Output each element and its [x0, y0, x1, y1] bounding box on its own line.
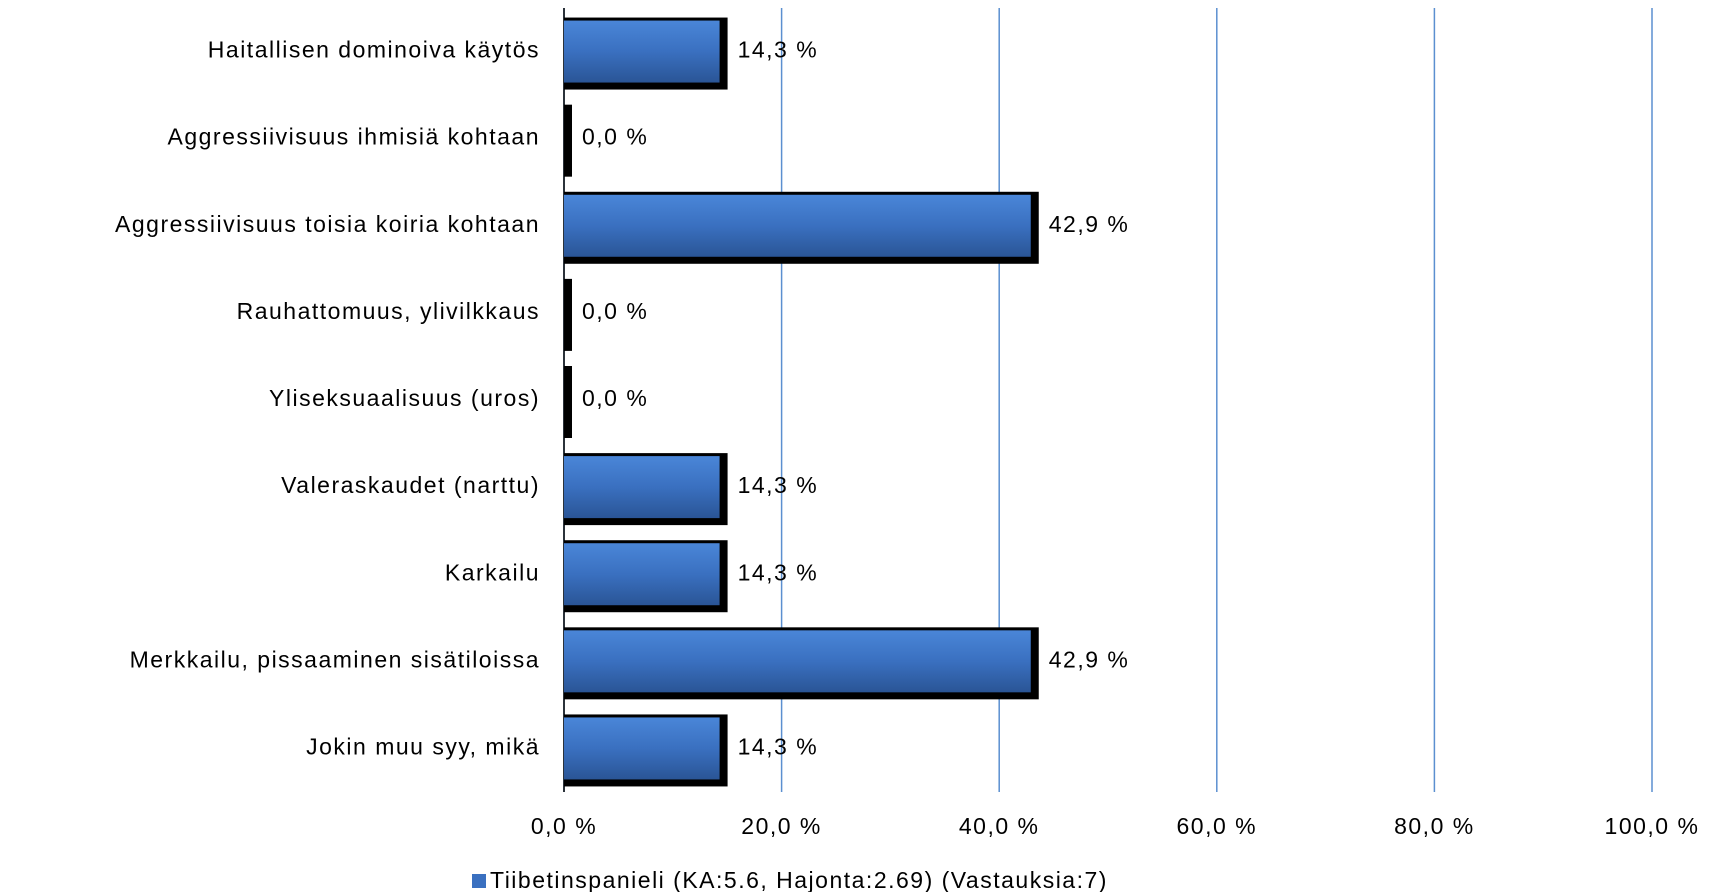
bar — [564, 630, 1031, 693]
bar — [564, 194, 1031, 257]
x-tick-label: 60,0 % — [1176, 813, 1257, 839]
value-label: 14,3 % — [738, 472, 819, 498]
bar-shadow — [564, 366, 572, 438]
x-tick-label: 100,0 % — [1605, 813, 1700, 839]
y-tick-label: Aggressiivisuus toisia koiria kohtaan — [115, 211, 540, 237]
bar — [564, 456, 720, 519]
legend-swatch — [472, 874, 486, 888]
bar — [564, 543, 720, 606]
x-tick-label: 20,0 % — [741, 813, 822, 839]
y-tick-label: Karkailu — [445, 559, 540, 585]
value-label: 42,9 % — [1049, 646, 1130, 672]
value-label: 0,0 % — [582, 385, 648, 411]
bar — [564, 717, 720, 780]
y-tick-label: Haitallisen dominoiva käytös — [208, 37, 540, 63]
bar — [564, 20, 720, 83]
value-label: 42,9 % — [1049, 211, 1130, 237]
value-label: 0,0 % — [582, 298, 648, 324]
x-tick-label: 40,0 % — [959, 813, 1040, 839]
y-tick-label: Jokin muu syy, mikä — [306, 734, 540, 760]
x-tick-label: 0,0 % — [531, 813, 597, 839]
y-tick-label: Yliseksuaalisuus (uros) — [269, 385, 540, 411]
bar-shadow — [564, 104, 572, 177]
y-tick-label: Valeraskaudet (narttu) — [281, 472, 540, 498]
y-tick-label: Rauhattomuus, ylivilkkaus — [237, 298, 540, 324]
value-label: 14,3 % — [738, 559, 819, 585]
y-tick-label: Merkkailu, pissaaminen sisätiloissa — [130, 646, 540, 672]
legend-label: Tiibetinspanieli (KA:5.6, Hajonta:2.69) … — [490, 867, 1108, 892]
bar-shadow — [564, 278, 572, 351]
x-tick-label: 80,0 % — [1394, 813, 1475, 839]
y-tick-label: Aggressiivisuus ihmisiä kohtaan — [168, 124, 541, 150]
value-label: 0,0 % — [582, 124, 648, 150]
value-label: 14,3 % — [738, 734, 819, 760]
value-label: 14,3 % — [738, 37, 819, 63]
